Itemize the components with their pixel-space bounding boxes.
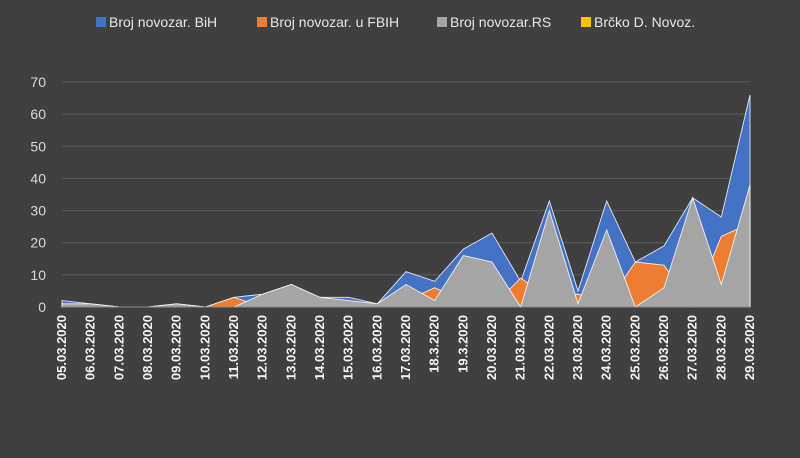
x-tick-label: 07.03.2020 (111, 315, 126, 380)
y-tick-label: 50 (30, 138, 46, 154)
legend-label: Broj novozar. u FBIH (270, 14, 399, 30)
legend-swatch (96, 17, 106, 27)
legend-swatch (437, 17, 447, 27)
legend-item: Brčko D. Novoz. (581, 14, 695, 30)
legend-swatch (257, 17, 267, 27)
x-tick-label: 16.03.2020 (369, 315, 384, 380)
legend-item: Broj novozar.RS (437, 14, 551, 30)
x-tick-label: 14.03.2020 (312, 315, 327, 380)
x-tick-label: 25.03.2020 (627, 315, 642, 380)
x-tick-label: 05.03.2020 (54, 315, 69, 380)
x-tick-label: 19.3.2020 (455, 315, 470, 373)
x-tick-label: 24.03.2020 (599, 315, 614, 380)
x-tick-label: 22.03.2020 (541, 315, 556, 380)
x-tick-label: 11.03.2020 (226, 315, 241, 379)
x-tick-label: 06.03.2020 (83, 315, 98, 380)
x-axis: 05.03.2020 06.03.2020 07.03.2020 08.03.2020… (54, 306, 757, 380)
legend-swatch (581, 17, 591, 27)
y-tick-label: 60 (30, 106, 46, 122)
x-tick-label: 18.3.2020 (427, 315, 442, 373)
x-tick-label: 12.03.2020 (255, 315, 270, 380)
x-tick-label: 27.03.2020 (685, 315, 700, 380)
x-tick-label: 17.03.2020 (398, 315, 413, 380)
y-tick-label: 20 (30, 235, 46, 251)
x-tick-label: 28.03.2020 (713, 315, 728, 380)
x-tick-label: 26.03.2020 (656, 315, 671, 380)
legend-label: Brčko D. Novoz. (594, 14, 695, 30)
x-tick-label: 10.03.2020 (197, 315, 212, 380)
legend-label: Broj novozar.RS (450, 14, 551, 30)
x-tick-label: 09.03.2020 (169, 315, 184, 380)
y-tick-label: 40 (30, 170, 46, 186)
x-tick-label: 21.03.2020 (513, 315, 528, 380)
legend: Broj novozar. BiH Broj novozar. u FBIH Bro… (96, 14, 695, 30)
y-tick-label: 10 (30, 267, 46, 283)
x-tick-label: 23.03.2020 (570, 315, 585, 380)
y-tick-label: 30 (30, 203, 46, 219)
y-tick-label: 70 (30, 74, 46, 90)
y-axis: 0 10 20 30 40 50 60 70 (30, 74, 46, 315)
legend-label: Broj novozar. BiH (109, 14, 217, 30)
x-tick-label: 15.03.2020 (341, 315, 356, 380)
grid-layer (62, 81, 750, 308)
legend-item: Broj novozar. u FBIH (257, 14, 399, 30)
x-tick-label: 08.03.2020 (140, 315, 155, 380)
x-tick-label: 13.03.2020 (283, 315, 298, 380)
x-tick-label: 20.03.2020 (484, 315, 499, 380)
x-tick-label: 29.03.2020 (742, 315, 757, 380)
legend-item: Broj novozar. BiH (96, 14, 217, 30)
series-area-2 (61, 184, 751, 309)
y-tick-label: 0 (38, 299, 46, 315)
